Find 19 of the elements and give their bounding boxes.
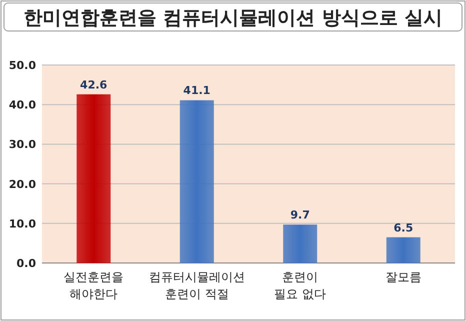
y-tick-label: 10.0 <box>8 217 36 230</box>
y-tick-label: 30.0 <box>8 138 36 152</box>
y-tick-label: 20.0 <box>8 178 36 191</box>
y-tick-label: 50.0 <box>8 59 36 72</box>
x-tick-label: 훈련이 필요 없다 <box>274 270 326 301</box>
data-label: 9.7 <box>290 208 310 222</box>
x-tick-label: 실전훈련을 해야한다 <box>64 270 124 301</box>
bar <box>180 100 214 263</box>
data-label: 6.5 <box>394 221 414 234</box>
bar <box>386 237 420 263</box>
y-tick-label: 40.0 <box>8 98 36 112</box>
y-tick-label: 0.0 <box>16 257 36 270</box>
bar <box>76 94 111 263</box>
x-tick-label: 컴퓨터시뮬레이션 훈련이 적절 <box>148 270 245 301</box>
chart-title: 한미연합훈련을 컴퓨터시뮬레이션 방식으로 실시 <box>24 7 442 29</box>
bar <box>283 224 318 263</box>
data-label: 41.1 <box>183 84 210 98</box>
data-label: 42.6 <box>80 78 108 92</box>
x-tick-label: 잘모름 <box>385 270 422 284</box>
